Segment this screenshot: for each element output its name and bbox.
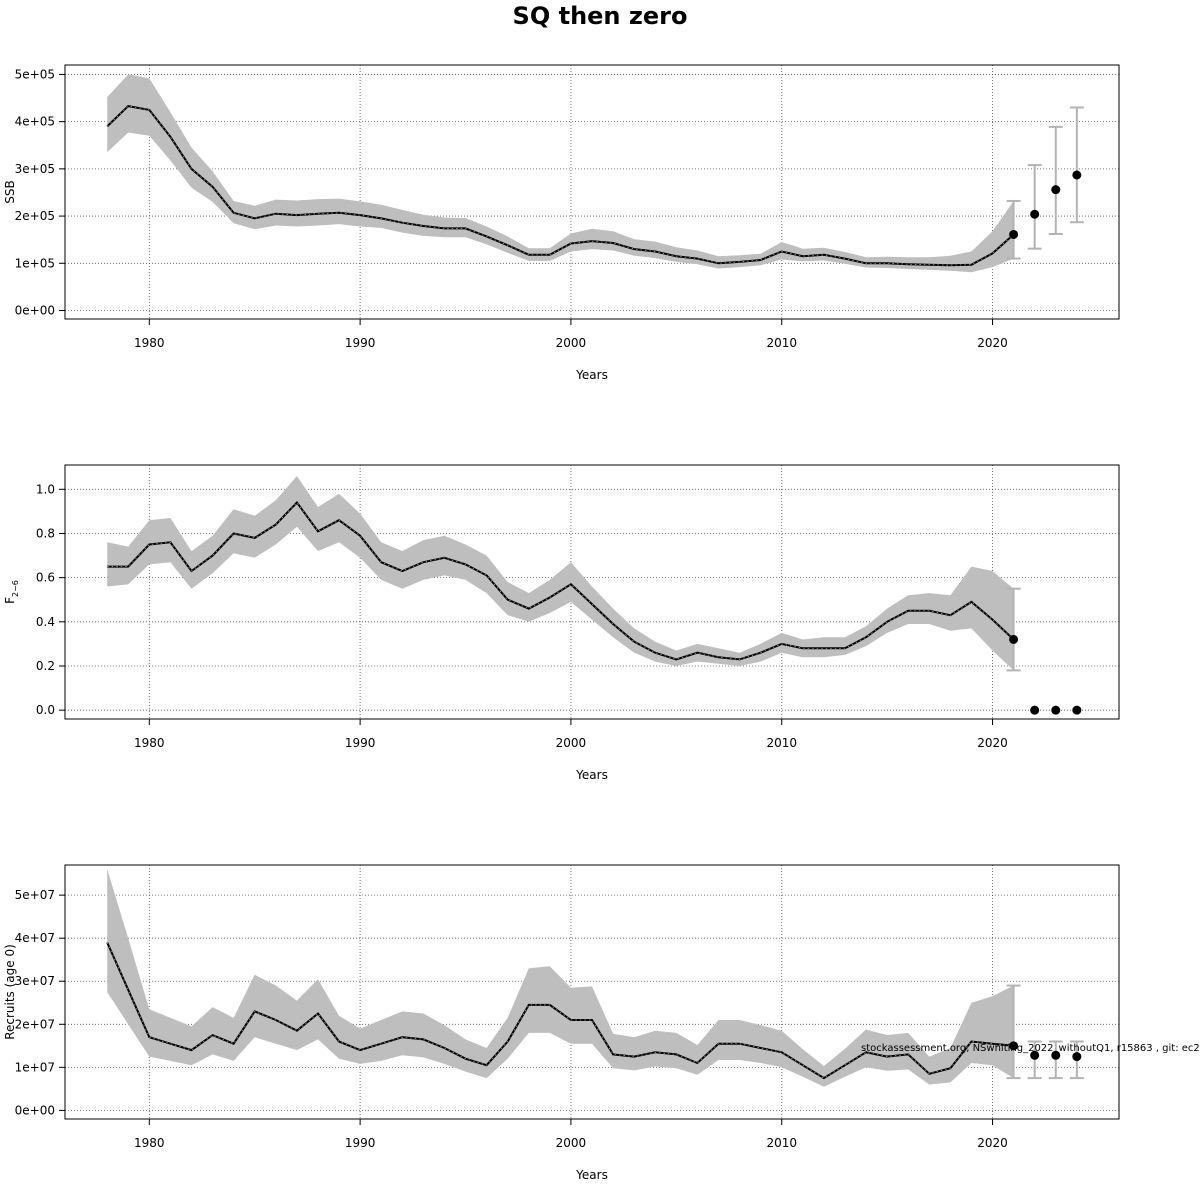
y-tick-label: 3e+05	[15, 162, 55, 176]
y-axis-title: F2−6	[3, 580, 20, 604]
y-tick-label: 5e+07	[15, 888, 55, 902]
projection-point	[1072, 705, 1082, 715]
confidence-band	[107, 74, 1014, 273]
x-tick-label: 1980	[134, 736, 165, 750]
projection-point	[1009, 229, 1019, 239]
y-tick-label: 2e+05	[15, 209, 55, 223]
footnote: stockassessment.org, NSwhiting_2022_with…	[861, 1043, 1200, 1054]
chart-title: SQ then zero	[513, 2, 688, 30]
y-axis-title: Recruits (age 0)	[3, 944, 17, 1040]
x-tick-label: 2010	[766, 336, 797, 350]
y-tick-label: 4e+07	[15, 931, 55, 945]
projection-point	[1072, 170, 1082, 180]
y-tick-label: 5e+05	[15, 67, 55, 81]
projection-point	[1051, 1050, 1061, 1060]
x-tick-label: 1980	[134, 1136, 165, 1150]
y-tick-label: 0.0	[36, 703, 55, 717]
y-tick-label: 0.6	[36, 571, 55, 585]
y-tick-label: 3e+07	[15, 974, 55, 988]
y-tick-label: 0.2	[36, 659, 55, 673]
y-axis-title-main: Recruits (age 0)	[3, 944, 17, 1040]
estimate-line-dots	[106, 105, 1014, 266]
confidence-band	[107, 476, 1014, 671]
y-axis-title-main: SSB	[3, 180, 17, 203]
panel-2: 1980 1990 2000 2010 2020 0.0 0.2 0.4 0.6 0.8 1.0 Ye…	[3, 464, 1120, 782]
plot-frame	[64, 64, 1120, 320]
y-tick-label: 0.4	[36, 615, 55, 629]
plot-frame	[64, 864, 1120, 1120]
y-tick-label: 4e+05	[15, 115, 55, 129]
x-tick-label: 2000	[556, 336, 587, 350]
confidence-band	[107, 869, 1014, 1087]
projection-point	[1009, 1041, 1019, 1051]
x-tick-label: 2010	[766, 1136, 797, 1150]
x-tick-label: 1990	[345, 736, 376, 750]
y-tick-label: 0.8	[36, 526, 55, 540]
x-axis-title: Years	[575, 1168, 608, 1182]
x-tick-label: 2010	[766, 736, 797, 750]
x-tick-label: 1980	[134, 336, 165, 350]
y-tick-label: 1e+07	[15, 1060, 55, 1074]
y-tick-label: 0e+00	[15, 304, 55, 318]
projection-point	[1030, 209, 1040, 219]
x-tick-label: 2020	[977, 336, 1008, 350]
x-tick-label: 2020	[977, 1136, 1008, 1150]
y-tick-label: 0e+00	[15, 1103, 55, 1117]
projection-point	[1072, 1052, 1082, 1062]
projection-point	[1009, 634, 1019, 644]
projection-point	[1030, 1050, 1040, 1060]
x-axis-title: Years	[575, 768, 608, 782]
x-tick-label: 1990	[345, 336, 376, 350]
projection-point	[1030, 705, 1040, 715]
projection-point	[1051, 185, 1061, 195]
y-axis-title: SSB	[3, 180, 17, 203]
y-tick-label: 2e+07	[15, 1017, 55, 1031]
chart-panels: 1980 1990 2000 2010 2020 0e+00 1e+05 2e+05 3e+05…	[3, 64, 1120, 1182]
projection-point	[1051, 705, 1061, 715]
panel-3: 1980 1990 2000 2010 2020 0e+00 1e+07 2e+07 3e+07…	[3, 864, 1120, 1182]
y-tick-label: 1e+05	[15, 256, 55, 270]
plot-frame	[64, 464, 1120, 720]
x-tick-label: 2020	[977, 736, 1008, 750]
estimate-line-dots	[106, 942, 1014, 1079]
panel-1: 1980 1990 2000 2010 2020 0e+00 1e+05 2e+05 3e+05…	[3, 64, 1120, 382]
x-axis-title: Years	[575, 368, 608, 382]
estimate-line	[107, 500, 1015, 661]
y-axis-title-subscript: 2−6	[11, 580, 20, 597]
y-axis-title-main: F	[3, 597, 17, 604]
x-tick-label: 2000	[556, 736, 587, 750]
y-tick-label: 1.0	[36, 482, 55, 496]
x-tick-label: 2000	[556, 1136, 587, 1150]
x-tick-label: 1990	[345, 1136, 376, 1150]
